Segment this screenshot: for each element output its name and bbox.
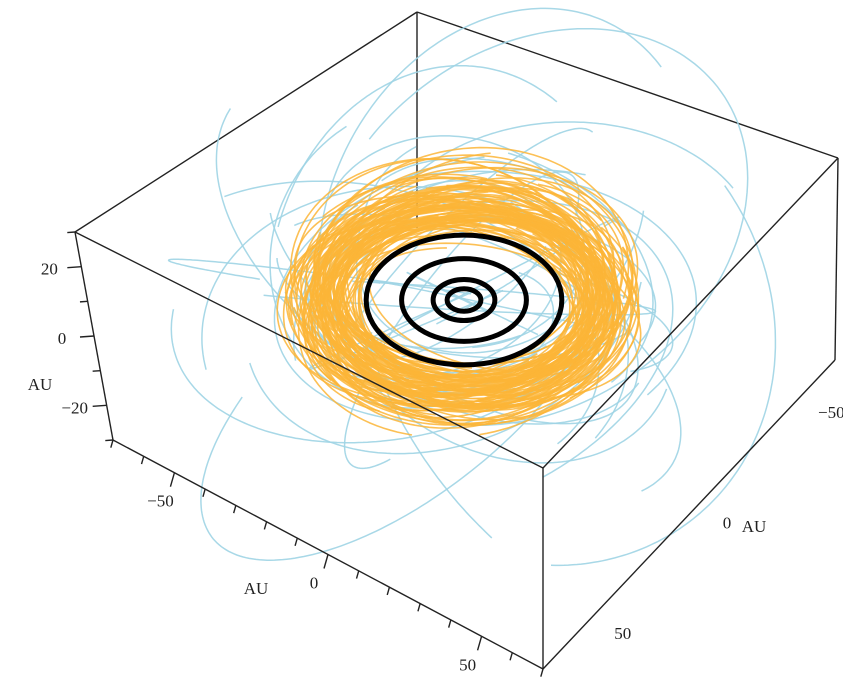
x-axis-tick: [170, 473, 174, 487]
z-axis-tick: [93, 371, 101, 372]
x-axis-tick: [449, 620, 451, 628]
x-axis-tick: [111, 440, 113, 448]
z-axis-tick: [80, 301, 88, 302]
z-tick-label: 20: [41, 260, 58, 279]
x-axis-tick: [418, 604, 420, 612]
x-axis-tick: [324, 555, 328, 569]
z-axis-label: AU: [28, 375, 53, 394]
x-axis-tick: [203, 489, 205, 497]
y-axis-label: AU: [742, 517, 767, 536]
x-axis-tick: [295, 538, 297, 546]
y-tick-label: −50: [818, 403, 843, 422]
z-tick-label: −20: [61, 398, 88, 417]
z-axis-tick: [67, 267, 81, 268]
x-axis-tick: [387, 587, 389, 595]
z-axis-tick: [105, 440, 113, 441]
cold-orbits-group: [169, 8, 776, 565]
box-edge-right-vertical: [835, 158, 838, 360]
x-axis-tick: [510, 653, 512, 661]
x-axis-tick: [264, 522, 266, 530]
z-axis-tick: [67, 232, 75, 233]
x-axis-tick: [357, 571, 359, 579]
z-tick-label: 0: [58, 329, 67, 348]
x-axis-tick: [541, 669, 543, 677]
x-axis-tick: [478, 636, 482, 650]
x-tick-label: 50: [459, 655, 476, 674]
x-axis-label: AU: [244, 579, 269, 598]
box-edge-bottom-front-right: [543, 360, 835, 669]
x-tick-label: −50: [147, 492, 174, 511]
y-tick-label: 50: [614, 624, 631, 643]
z-axis-tick: [80, 336, 94, 337]
box-edge-top-back-left: [75, 12, 417, 232]
x-tick-label: 0: [310, 574, 319, 593]
x-axis-tick: [234, 505, 236, 513]
x-axis-tick: [142, 456, 144, 464]
z-axis-tick: [93, 405, 107, 406]
y-tick-label: 0: [723, 514, 732, 533]
